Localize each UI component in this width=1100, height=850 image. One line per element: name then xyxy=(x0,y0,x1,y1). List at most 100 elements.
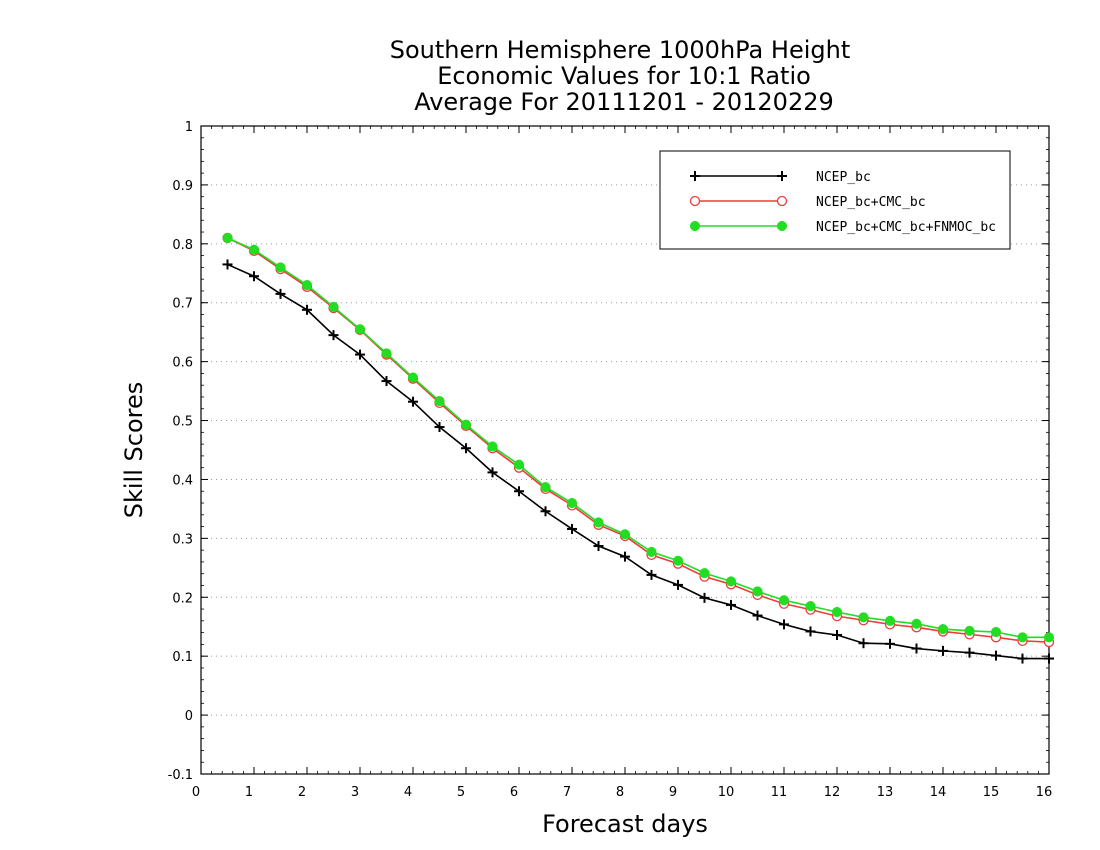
data-point xyxy=(779,619,789,630)
data-point xyxy=(805,601,816,612)
data-point xyxy=(540,482,551,493)
y-axis-label: Skill Scores xyxy=(120,382,148,519)
x-tick-label: 3 xyxy=(351,785,359,800)
data-point xyxy=(672,555,684,566)
series-3 xyxy=(222,232,1055,643)
x-tick-label: 2 xyxy=(298,785,306,800)
data-point xyxy=(990,626,1002,638)
x-tick-label: 16 xyxy=(1036,785,1053,800)
x-tick-label: 1 xyxy=(245,785,253,800)
data-point xyxy=(619,529,631,540)
data-point xyxy=(434,422,445,433)
data-point xyxy=(513,459,525,470)
data-point xyxy=(567,523,577,534)
data-point xyxy=(884,615,896,626)
series-layer xyxy=(222,232,1055,664)
data-point xyxy=(991,650,1001,661)
data-point xyxy=(858,612,869,623)
data-point xyxy=(911,618,922,629)
data-point xyxy=(487,467,498,478)
legend: NCEP_bc NCEP_bc+CMC_bc NCEP_bc+CMC_bc+FNMO… xyxy=(659,150,1011,250)
data-point xyxy=(566,497,578,509)
legend-marker-end xyxy=(776,220,788,232)
data-point xyxy=(460,419,472,430)
x-axis-label: Forecast days xyxy=(542,810,708,838)
data-point xyxy=(540,506,551,517)
data-point xyxy=(408,396,418,407)
data-point xyxy=(407,372,419,383)
data-point xyxy=(434,396,445,407)
data-point xyxy=(275,262,286,273)
y-tick-label: 0.9 xyxy=(172,179,193,194)
title-line-1: Southern Hemisphere 1000hPa Height xyxy=(390,36,850,64)
legend-item-1: NCEP_bc xyxy=(690,170,871,185)
data-point xyxy=(805,626,816,637)
series-1 xyxy=(222,259,1054,664)
series-line xyxy=(227,237,1049,639)
data-point xyxy=(673,579,683,590)
data-point xyxy=(699,592,710,603)
x-tick-label: 0 xyxy=(192,785,200,800)
title-line-3: Average For 20111201 - 20120229 xyxy=(414,88,834,116)
y-tick-label: 0.1 xyxy=(172,650,193,665)
x-tick-label: 7 xyxy=(563,785,571,800)
data-point xyxy=(275,288,286,299)
x-tick-label: 15 xyxy=(983,785,1000,800)
data-point xyxy=(461,443,471,454)
legend-label: NCEP_bc+CMC_bc+FNMOC_bc xyxy=(816,220,996,235)
legend-box xyxy=(659,150,1011,250)
x-tick-label: 5 xyxy=(457,785,465,800)
data-point xyxy=(646,569,657,580)
x-tick-label: 12 xyxy=(824,785,841,800)
legend-marker-start xyxy=(690,171,700,181)
data-point xyxy=(381,376,392,387)
series-2 xyxy=(222,232,1055,648)
data-point xyxy=(831,606,843,618)
data-point xyxy=(593,541,604,552)
y-tick-label: 0.2 xyxy=(172,591,193,606)
y-tick-label: 0 xyxy=(185,709,193,724)
data-point xyxy=(911,643,922,654)
data-point xyxy=(646,546,657,557)
data-point xyxy=(937,624,949,635)
y-tick-label: 1 xyxy=(185,120,193,135)
data-point xyxy=(726,599,736,610)
data-point xyxy=(938,645,948,656)
legend-marker-end xyxy=(776,195,788,207)
data-point xyxy=(1043,632,1055,643)
y-axis-ticks: -0.1 0 0.1 0.2 0.3 0.4 0.5 0.6 0.7 0.8 0.9 1 xyxy=(168,120,1049,783)
data-point xyxy=(1017,653,1028,664)
data-point xyxy=(832,629,842,640)
x-tick-label: 4 xyxy=(404,785,412,800)
data-point xyxy=(301,280,313,291)
legend-marker-end xyxy=(777,171,787,181)
data-point xyxy=(778,595,790,606)
data-point xyxy=(964,625,975,636)
legend-label: NCEP_bc+CMC_bc xyxy=(816,195,926,210)
data-point xyxy=(302,304,312,315)
data-point xyxy=(514,486,524,497)
x-tick-label: 13 xyxy=(877,785,894,800)
data-point xyxy=(328,330,339,341)
x-tick-label: 9 xyxy=(669,785,677,800)
data-point xyxy=(699,568,710,579)
data-point xyxy=(1017,632,1028,643)
data-point xyxy=(725,576,737,587)
x-tick-label: 11 xyxy=(771,785,788,800)
data-point xyxy=(858,638,869,649)
data-point xyxy=(752,586,763,597)
legend-item-3: NCEP_bc+CMC_bc+FNMOC_bc xyxy=(689,220,996,235)
data-point xyxy=(248,244,260,255)
x-tick-label: 8 xyxy=(616,785,624,800)
data-point xyxy=(752,610,763,621)
data-point xyxy=(964,647,975,658)
y-tick-label: 0.5 xyxy=(172,415,193,430)
data-point xyxy=(328,301,339,312)
x-tick-label: 6 xyxy=(510,785,518,800)
data-point xyxy=(1044,653,1054,664)
y-tick-label: 0.6 xyxy=(172,356,193,371)
data-point xyxy=(222,232,233,243)
y-tick-label: 0.7 xyxy=(172,297,193,312)
grid-lines xyxy=(201,184,1049,716)
